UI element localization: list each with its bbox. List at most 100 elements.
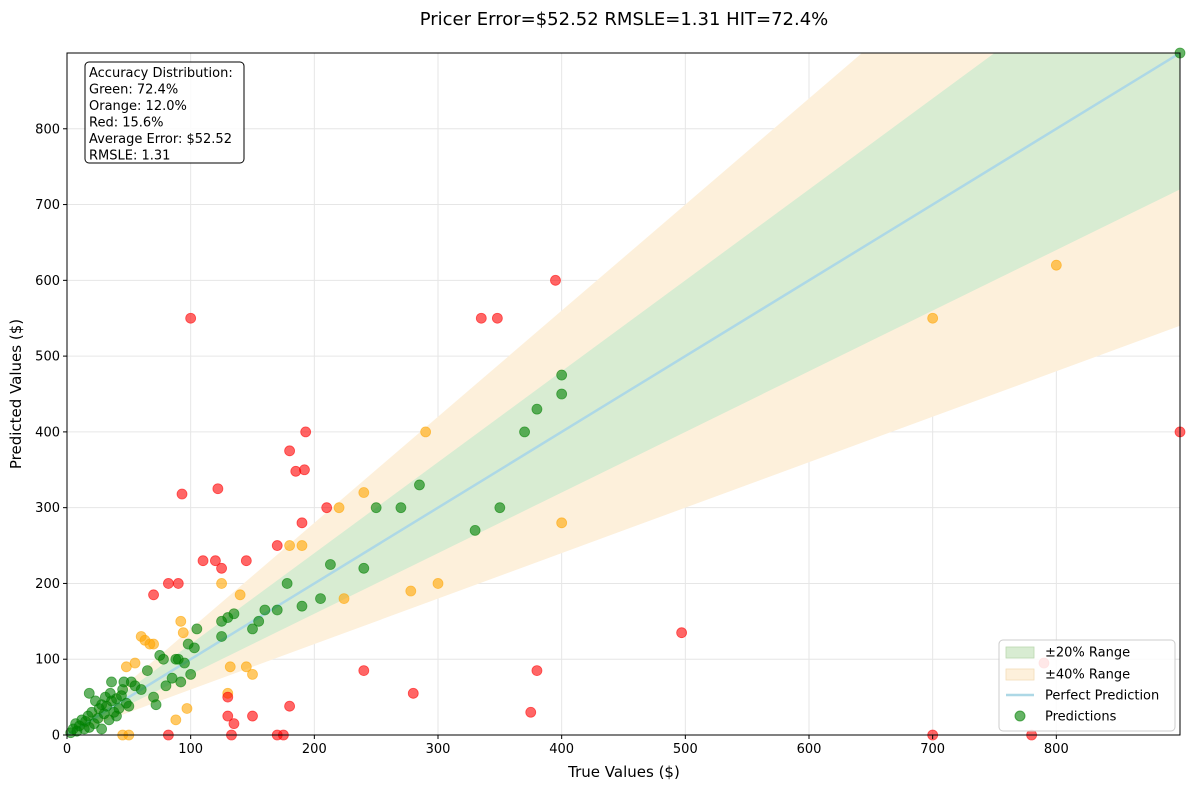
data-point-green (150, 699, 162, 711)
axes-frame (66, 52, 1181, 736)
data-point-red (247, 710, 258, 722)
data-point-red (475, 312, 487, 324)
data-point-green (175, 676, 187, 688)
y-tick-label: 500 (35, 350, 60, 365)
data-point-red (284, 445, 296, 457)
data-point-green (370, 502, 382, 514)
data-point-red (212, 483, 224, 495)
info-box: Accuracy Distribution: Green: 72.4%Orange… (84, 61, 245, 164)
data-point-orange (234, 589, 246, 601)
data-point-orange (129, 657, 141, 669)
data-point-green (414, 479, 425, 491)
data-point-orange (296, 540, 308, 551)
data-point-green (185, 668, 197, 680)
data-point-orange (170, 714, 182, 726)
data-point-green (158, 653, 169, 665)
data-point-orange (284, 540, 296, 551)
data-point-green (228, 608, 240, 620)
data-point-green (96, 723, 108, 735)
data-point-red (321, 502, 333, 514)
data-point-green (556, 369, 568, 381)
legend-swatch-40 (1005, 668, 1035, 681)
data-point-green (469, 525, 481, 536)
data-point-green (111, 710, 122, 722)
legend: ±20% Range ±40% Range Perfect Prediction Pr… (998, 639, 1176, 732)
data-point-orange (175, 615, 187, 627)
info-line: Red: 15.6% (89, 116, 164, 131)
data-point-orange (240, 661, 252, 673)
data-point-red (676, 627, 688, 639)
data-point-green (519, 426, 530, 438)
data-point-green (216, 631, 227, 642)
perfect-prediction-line (67, 53, 1180, 735)
data-point-green (281, 578, 293, 589)
data-point-orange (432, 578, 444, 589)
chart-title: Pricer Error=$52.52 RMSLE=1.31 HIT=72.4% (420, 9, 829, 30)
data-point-green (556, 388, 568, 400)
data-point-orange (181, 703, 193, 714)
x-tick-label: 300 (426, 742, 451, 757)
data-point-red (296, 517, 308, 529)
data-point-red (491, 312, 503, 324)
data-point-green (135, 684, 147, 695)
legend-label: ±20% Range (1045, 646, 1130, 661)
y-tick-label: 300 (35, 501, 60, 516)
x-tick-label: 800 (1044, 742, 1069, 757)
data-point-green (188, 642, 200, 654)
y-tick-label: 700 (35, 198, 60, 213)
data-point-red (216, 562, 227, 574)
plot-content (67, 53, 1180, 735)
data-point-red (222, 691, 234, 703)
data-point-green (106, 676, 117, 688)
x-axis-label: True Values ($) (567, 763, 680, 781)
data-point-red (299, 464, 310, 476)
info-box-frame (84, 61, 245, 164)
data-point-orange (216, 578, 227, 589)
data-point-orange (247, 668, 258, 680)
data-point-green (296, 600, 308, 612)
data-point-red (172, 578, 184, 589)
data-point-green (395, 502, 407, 514)
data-point-orange (556, 517, 568, 529)
x-tick-label: 500 (673, 742, 698, 757)
plot-area: 0 100 200 300 400 500 600 700 800 0 100 200 300 400 50… (35, 47, 1186, 757)
data-point-red (550, 274, 561, 286)
data-point-red (176, 488, 188, 500)
data-point-red (240, 555, 252, 567)
data-point-green (191, 623, 203, 635)
data-point-green (358, 562, 370, 574)
legend-swatch-point (1014, 710, 1026, 722)
data-point-orange (333, 502, 345, 514)
data-point-green (141, 665, 153, 676)
x-tick-label: 700 (920, 742, 945, 757)
data-point-orange (405, 585, 417, 597)
data-point-green (179, 657, 190, 669)
data-point-orange (338, 593, 350, 604)
data-point-green (83, 687, 95, 699)
x-tick-label: 400 (549, 742, 574, 757)
x-tick-label: 100 (178, 742, 203, 757)
legend-label: Predictions (1045, 710, 1117, 725)
data-point-red (284, 700, 296, 712)
data-point-red (185, 312, 197, 324)
data-point-orange (927, 312, 939, 324)
data-point-red (531, 665, 543, 676)
data-point-green (494, 502, 506, 514)
info-line: Orange: 12.0% (89, 99, 187, 114)
legend-swatch-20 (1005, 646, 1035, 659)
data-point-red (271, 540, 283, 551)
y-tick-label: 200 (35, 577, 60, 592)
data-point-green (259, 604, 271, 616)
data-point-green (253, 615, 265, 627)
data-point-green (247, 623, 258, 635)
info-line: Green: 72.4% (89, 83, 178, 98)
data-point-orange (1050, 259, 1062, 271)
x-tick-label: 0 (63, 742, 71, 757)
y-tick-label: 0 (52, 729, 60, 744)
data-point-orange (224, 661, 236, 673)
y-tick-label: 100 (35, 653, 60, 668)
info-line: Accuracy Distribution: (89, 66, 233, 81)
data-point-red (163, 578, 174, 589)
y-tick-label: 800 (35, 122, 60, 137)
